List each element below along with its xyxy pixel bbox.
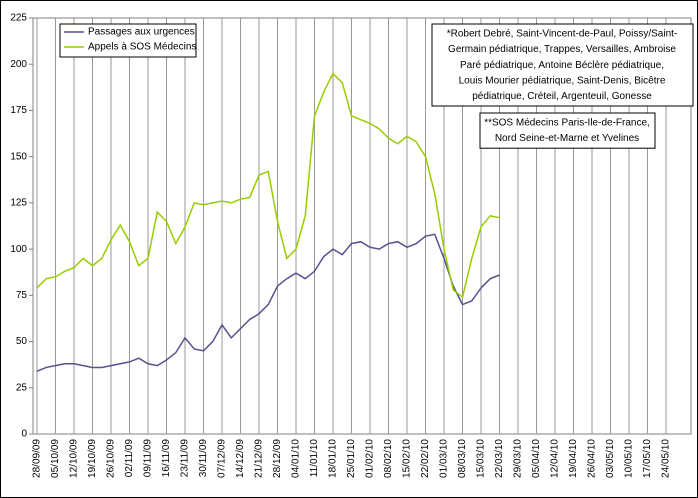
x-tick-label: 01/03/10	[439, 439, 450, 478]
x-tick-label: 04/01/10	[291, 439, 302, 478]
legend-box	[59, 23, 197, 58]
x-tick-label: 28/09/09	[32, 439, 43, 478]
x-tick-label: 16/11/09	[161, 439, 172, 478]
x-tick-label: 29/03/10	[513, 439, 524, 478]
y-tick-label: 200	[10, 59, 27, 70]
x-tick-label: 25/01/10	[346, 439, 357, 478]
annotation: Paré pédiatrique, Antoine Béclère pédiat…	[460, 60, 664, 71]
x-tick-label: 14/12/09	[235, 439, 246, 478]
y-tick-label: 50	[16, 336, 28, 347]
x-tick-label: 01/02/10	[365, 439, 376, 478]
x-tick-label: 18/01/10	[328, 439, 339, 478]
x-tick-label: 19/04/10	[568, 439, 579, 478]
x-tick-label: 22/03/10	[494, 439, 505, 478]
y-tick-label: 125	[10, 198, 27, 209]
y-tick-label: 0	[21, 429, 27, 440]
x-tick-label: 05/10/09	[50, 439, 61, 478]
x-tick-label: 07/12/09	[217, 439, 228, 478]
annotation: Germain pédiatrique, Trappes, Versailles…	[448, 44, 676, 55]
x-tick-label: 17/05/10	[642, 439, 653, 478]
series-line	[36, 233, 500, 372]
annotation: *Robert Debré, Saint-Vincent-de-Paul, Po…	[447, 29, 677, 40]
x-tick-label: 23/11/09	[180, 439, 191, 478]
x-tick-label: 11/01/10	[309, 439, 320, 478]
y-tick-label: 150	[10, 151, 27, 162]
plot-area	[32, 17, 692, 435]
x-tick-label: 09/11/09	[143, 439, 154, 478]
x-tick-label: 21/12/09	[254, 439, 265, 478]
x-tick-label: 08/03/10	[457, 439, 468, 478]
legend-label: Passages aux urgences	[88, 27, 195, 38]
x-tick-label: 24/05/10	[661, 439, 672, 478]
x-tick-label: 26/04/10	[587, 439, 598, 478]
x-tick-label: 26/10/09	[106, 439, 117, 478]
annotation-box	[479, 112, 656, 149]
y-tick-label: 100	[10, 244, 27, 255]
y-tick-label: 75	[16, 290, 28, 301]
x-tick-label: 12/04/10	[550, 439, 561, 478]
x-tick-label: 28/12/09	[272, 439, 283, 478]
x-tick-label: 02/11/09	[124, 439, 135, 478]
x-tick-label: 08/02/10	[383, 439, 394, 478]
legend-label: Appels à SOS Médecins	[88, 42, 196, 53]
series-line	[36, 72, 500, 299]
y-tick-label: 25	[16, 382, 28, 393]
x-tick-label: 05/04/10	[531, 439, 542, 478]
x-tick-label: 10/05/10	[624, 439, 635, 478]
annotation: pédiatrique, Créteil, Argenteuil, Goness…	[472, 91, 652, 102]
x-tick-label: 30/11/09	[198, 439, 209, 478]
annotation-box	[431, 23, 694, 107]
x-tick-label: 22/02/10	[420, 439, 431, 478]
x-tick-label: 19/10/09	[87, 439, 98, 478]
y-tick-label: 175	[10, 105, 27, 116]
annotation: Louis Mourier pédiatrique, Saint-Denis, …	[459, 75, 666, 86]
x-tick-label: 15/03/10	[476, 439, 487, 478]
y-tick-label: 225	[10, 13, 27, 24]
annotation: **SOS Médecins Paris-Ile-de-France,	[484, 118, 650, 129]
x-tick-label: 15/02/10	[402, 439, 413, 478]
x-tick-label: 12/10/09	[69, 439, 80, 478]
x-tick-label: 03/05/10	[605, 439, 616, 478]
annotation: Nord Seine-et-Marne et Yvelines	[495, 133, 639, 144]
